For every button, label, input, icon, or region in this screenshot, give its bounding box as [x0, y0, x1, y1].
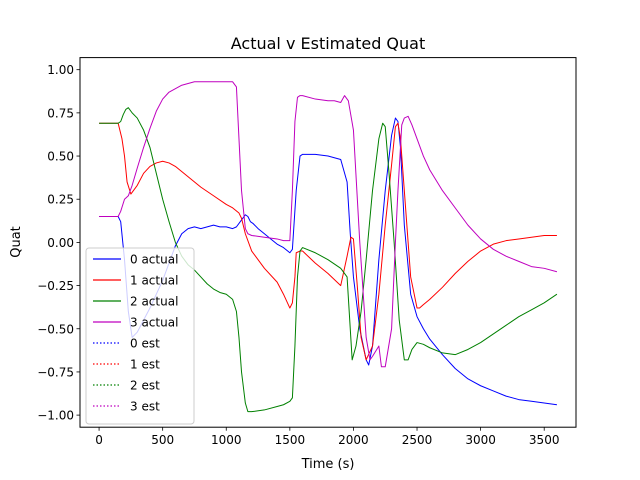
y-tick-label: −0.25	[37, 279, 74, 293]
legend-entry-label: 3 actual	[130, 316, 178, 330]
y-tick-label: 0.25	[47, 193, 74, 207]
y-tick-label: −0.50	[37, 322, 74, 336]
series-line-2	[99, 122, 557, 361]
legend: 0 actual 1 actual 2 actual 3 actual 0 est 1 e…	[85, 247, 195, 425]
series-line-3	[99, 107, 558, 413]
x-axis-label: Time (s)	[301, 457, 355, 472]
y-tick-label: 0.50	[47, 150, 74, 164]
legend-entry-label: 0 est	[130, 337, 160, 351]
series-line-4	[99, 81, 558, 368]
x-tick-label: 2000	[338, 433, 369, 447]
legend-entry-label: 2 actual	[130, 295, 178, 309]
x-tick-label: 0	[95, 433, 103, 447]
x-tick-label: 1500	[275, 433, 306, 447]
legend-box	[85, 247, 195, 425]
plot-area: 0 500 1000 1500 2000 2500 3000 3500 −1.00−0.75−…	[37, 57, 577, 447]
y-axis: −1.00 −0.75 −0.50 −0.25 0.00 0.25 0.50 0.75 1.00	[37, 63, 80, 423]
x-tick-label: 1000	[211, 433, 242, 447]
x-axis: 0 500 1000 1500 2000 2500 3000 3500	[95, 427, 559, 447]
y-tick-label: 0.75	[47, 106, 74, 120]
x-tick-label: 2500	[402, 433, 433, 447]
y-tick-label: −0.75	[37, 365, 74, 379]
chart-title: Actual v Estimated Quat	[231, 34, 426, 53]
y-tick-label: 0.00	[47, 236, 74, 250]
y-tick-label: 1.00	[47, 63, 74, 77]
y-tick-label: −1.00	[37, 409, 74, 423]
x-tick-label: 500	[151, 433, 174, 447]
y-axis-label: Quat	[9, 226, 24, 258]
legend-entry-label: 3 est	[130, 400, 160, 414]
legend-entry-label: 1 est	[130, 358, 160, 372]
x-tick-label: 3500	[529, 433, 560, 447]
x-tick-label: 3000	[465, 433, 496, 447]
legend-entry-label: 1 actual	[130, 274, 178, 288]
legend-entry-label: 0 actual	[130, 253, 178, 267]
legend-entry-label: 2 est	[130, 379, 160, 393]
